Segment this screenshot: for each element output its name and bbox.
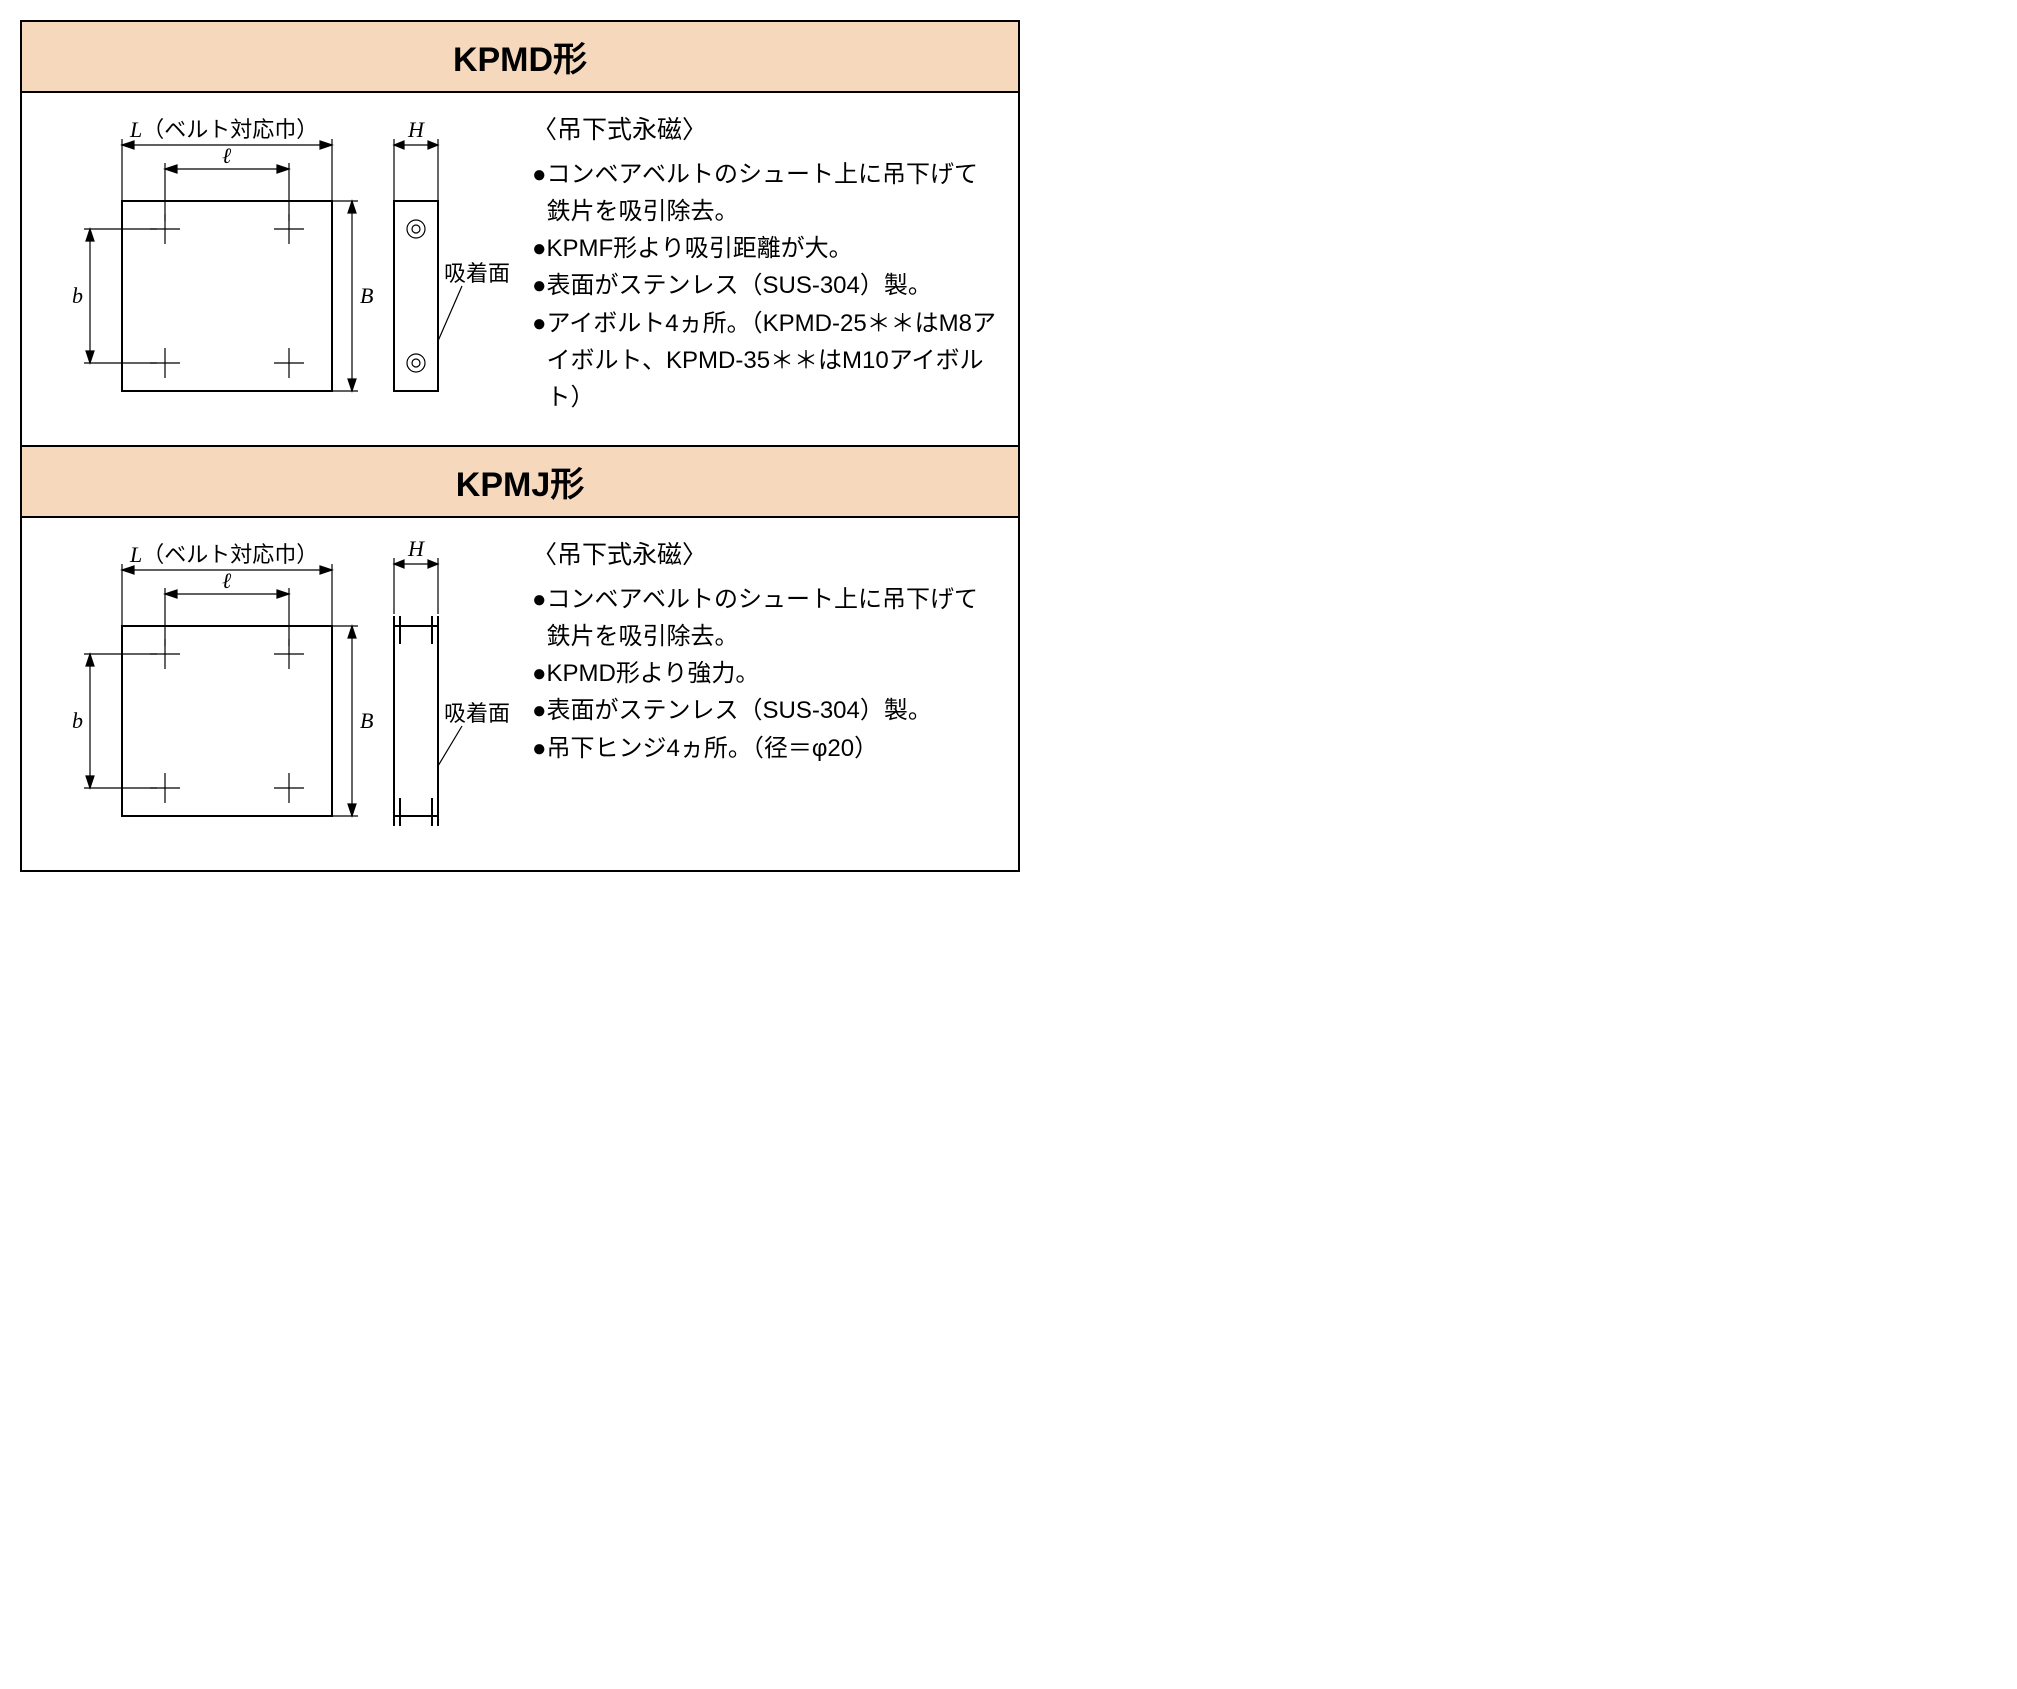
diagram-kpmj: L（ベルト対応巾） ℓ b [42, 536, 502, 846]
bullet-text: 吊下ヒンジ4ヵ所。（径＝φ20） [547, 730, 999, 767]
bullet-icon: ● [532, 730, 547, 767]
bullet-row: ●KPMF形より吸引距離が大。 [532, 230, 998, 267]
bullet-text: 表面がステンレス（SUS-304）製。 [547, 692, 999, 729]
bullet-row: ●KPMD形より強力。 [532, 655, 998, 692]
desc-heading: 〈吊下式永磁〉 [532, 111, 998, 150]
svg-text:L（ベルト対応巾）: L（ベルト対応巾） [129, 117, 318, 142]
section-header-kpmj: KPMJ形 [22, 447, 1018, 518]
dim-L-note: （ベルト対応巾） [142, 117, 318, 142]
bullet-icon: ● [532, 655, 547, 692]
dim-b: b [72, 283, 83, 308]
svg-text:L（ベルト対応巾）: L（ベルト対応巾） [129, 542, 318, 567]
bullet-row: ●吊下ヒンジ4ヵ所。（径＝φ20） [532, 730, 998, 767]
catalog-container: KPMD形 [20, 20, 1020, 872]
bullet-text: アイボルト4ヵ所。（KPMD-25＊＊はM8アイボルト、KPMD-35＊＊はM1… [547, 305, 999, 417]
bullet-icon: ● [532, 581, 547, 655]
bullet-text: コンベアベルトのシュート上に吊下げて鉄片を吸引除去。 [547, 581, 999, 655]
dim-B: B [360, 708, 373, 733]
bullet-icon: ● [532, 305, 547, 417]
bullet-icon: ● [532, 230, 547, 267]
diagram-svg-kpmd: L（ベルト対応巾） ℓ b [42, 111, 502, 421]
desc-kpmj: 〈吊下式永磁〉 ●コンベアベルトのシュート上に吊下げて鉄片を吸引除去。 ●KPM… [532, 536, 998, 846]
diagram-svg-kpmj: L（ベルト対応巾） ℓ b [42, 536, 502, 846]
bullet-row: ●コンベアベルトのシュート上に吊下げて鉄片を吸引除去。 [532, 581, 998, 655]
dim-l-small: ℓ [222, 143, 232, 168]
dim-L: L [129, 542, 142, 567]
dim-H: H [407, 536, 425, 561]
dim-H: H [407, 117, 425, 142]
section-body-kpmd: L（ベルト対応巾） ℓ b [22, 93, 1018, 445]
dim-B: B [360, 283, 373, 308]
bullet-text: KPMF形より吸引距離が大。 [547, 230, 999, 267]
dim-L: L [129, 117, 142, 142]
surface-label: 吸着面 [444, 261, 510, 286]
bullet-icon: ● [532, 156, 547, 230]
bullet-icon: ● [532, 692, 547, 729]
bullet-row: ●コンベアベルトのシュート上に吊下げて鉄片を吸引除去。 [532, 156, 998, 230]
bullet-row: ●表面がステンレス（SUS-304）製。 [532, 267, 998, 304]
desc-kpmd: 〈吊下式永磁〉 ●コンベアベルトのシュート上に吊下げて鉄片を吸引除去。 ●KPM… [532, 111, 998, 421]
section-header-kpmd: KPMD形 [22, 22, 1018, 93]
surface-label: 吸着面 [444, 701, 510, 726]
bullet-text: コンベアベルトのシュート上に吊下げて鉄片を吸引除去。 [547, 156, 999, 230]
bullet-text: KPMD形より強力。 [547, 655, 999, 692]
section-body-kpmj: L（ベルト対応巾） ℓ b [22, 518, 1018, 870]
bullet-icon: ● [532, 267, 547, 304]
diagram-kpmd: L（ベルト対応巾） ℓ b [42, 111, 502, 421]
bullet-row: ●アイボルト4ヵ所。（KPMD-25＊＊はM8アイボルト、KPMD-35＊＊はM… [532, 305, 998, 417]
bullet-row: ●表面がステンレス（SUS-304）製。 [532, 692, 998, 729]
dim-L-note: （ベルト対応巾） [142, 542, 318, 567]
desc-heading: 〈吊下式永磁〉 [532, 536, 998, 575]
dim-l-small: ℓ [222, 568, 232, 593]
dim-b: b [72, 708, 83, 733]
bullet-text: 表面がステンレス（SUS-304）製。 [547, 267, 999, 304]
